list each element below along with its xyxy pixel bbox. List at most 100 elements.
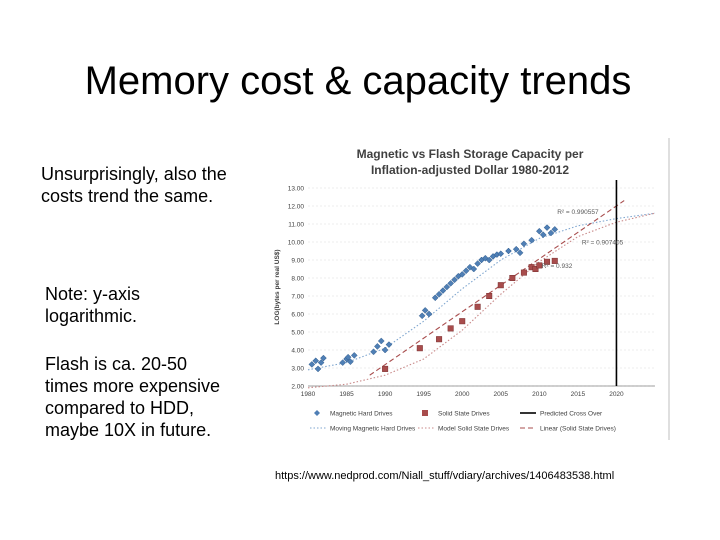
y-tick-label: 3.00	[291, 366, 304, 373]
ssd-point	[551, 257, 558, 264]
x-tick-label: 2010	[532, 391, 547, 398]
x-tick-label: 2000	[455, 391, 470, 398]
hdd-point	[421, 307, 429, 314]
trendline	[307, 212, 656, 371]
hdd-point	[381, 346, 389, 354]
hdd-point	[528, 236, 535, 244]
hdd-point	[431, 294, 439, 302]
legend-label: Magnetic Hard Drives	[330, 411, 393, 418]
hdd-point	[512, 245, 520, 253]
y-tick-label: 10.00	[288, 240, 305, 247]
legend-label: Solid State Drives	[438, 411, 490, 418]
r-squared-label: R² = 0.990557	[557, 209, 599, 216]
x-tick-labels: 1980 1985 1990 1995 2000 2005 2010 2015 2020	[301, 391, 624, 398]
ssd-point	[436, 336, 443, 343]
slide-title: Memory cost & capacity trends	[84, 59, 632, 103]
x-tick-label: 1985	[339, 391, 354, 398]
ssd-point	[532, 266, 539, 272]
hdd-point	[435, 290, 443, 298]
hdd-point	[447, 280, 455, 287]
storage-chart: Magnetic vs Flash Storage Capacity per In…	[270, 138, 670, 440]
y-tick-label: 9.00	[291, 258, 304, 265]
hdd-point	[451, 276, 458, 284]
trendline	[369, 200, 625, 376]
bullet-log-axis: Note: y-axis logarithmic.	[45, 284, 141, 326]
x-tick-label: 1995	[416, 391, 431, 398]
ssd-point	[486, 293, 493, 299]
hdd-point	[470, 265, 478, 273]
legend-label: Model Solid State Drives	[438, 426, 510, 433]
hdd-point	[551, 226, 559, 233]
bullet-flash-price: Flash is ca. 20-50 times more expensive …	[45, 354, 221, 440]
x-tick-label: 1990	[378, 391, 393, 398]
ssd-point	[497, 282, 504, 289]
hdd-point	[350, 352, 358, 359]
y-axis-label: LOG(bytes per real US$)	[274, 249, 281, 324]
chart-title-line: Magnetic vs Flash Storage Capacity per	[357, 147, 584, 161]
hdd-point	[344, 353, 352, 361]
hdd-point	[439, 287, 447, 294]
x-tick-label: 2015	[571, 391, 586, 398]
chart-background	[270, 138, 670, 440]
y-tick-labels: 13.00 12.00 11.00 10.00 9.00 8.00 7.00 6.00 5.00…	[288, 186, 305, 391]
trend-lines	[307, 200, 656, 389]
chart-svg: Magnetic vs Flash Storage Capacity per In…	[270, 138, 670, 440]
legend-marker-ssd	[422, 410, 428, 416]
hdd-point	[370, 348, 377, 356]
bullet-costs: Unsurprisingly, also the costs trend the…	[41, 164, 227, 206]
ssd-point	[544, 258, 551, 265]
hdd-point	[505, 247, 512, 255]
x-tick-label: 2020	[609, 391, 624, 398]
hdd-point	[462, 267, 470, 275]
hdd-point	[458, 271, 466, 278]
ssd-point	[416, 345, 423, 352]
hdd-point	[385, 341, 393, 348]
ssd-point	[382, 365, 389, 372]
chart-title-group: Magnetic vs Flash Storage Capacity per In…	[357, 147, 584, 177]
hdd-point	[347, 358, 354, 366]
r-squared-label: R² = 0.907405	[582, 240, 624, 247]
chart-grid	[308, 187, 655, 387]
chart-title-line: Inflation-adjusted Dollar 1980-2012	[371, 163, 569, 177]
legend-label: Moving Magnetic Hard Drives	[330, 426, 416, 433]
ssd-point	[447, 325, 454, 332]
hdd-point	[339, 359, 347, 366]
y-tick-label: 12.00	[288, 204, 305, 211]
ssd-point	[474, 303, 481, 310]
ssd-point	[459, 318, 466, 325]
hdd-point	[314, 365, 322, 373]
hdd-point	[543, 224, 551, 231]
hdd-point	[374, 343, 381, 350]
legend-label: Predicted Cross Over	[540, 411, 603, 418]
hdd-point	[308, 361, 316, 368]
y-tick-label: 5.00	[291, 330, 304, 337]
y-tick-label: 7.00	[291, 294, 304, 301]
hdd-point	[443, 283, 451, 291]
hdd-point	[320, 354, 327, 362]
y-tick-label: 2.00	[291, 384, 304, 391]
y-tick-label: 8.00	[291, 276, 304, 283]
y-tick-label: 11.00	[288, 222, 304, 229]
legend-marker-hdd	[314, 410, 320, 416]
y-tick-label: 4.00	[291, 348, 304, 355]
chart-legend: Magnetic Hard Drives Solid State Drives Pr…	[310, 410, 616, 433]
hdd-point	[516, 249, 524, 257]
ssd-point	[520, 269, 527, 276]
ssd-point	[536, 262, 543, 269]
x-tick-label: 1980	[301, 391, 316, 398]
source-link[interactable]: https://www.nedprod.com/Niall_stuff/vdia…	[275, 470, 615, 482]
data-points	[308, 224, 559, 373]
hdd-point	[547, 229, 555, 237]
hdd-point	[425, 310, 433, 318]
hdd-point	[482, 254, 489, 262]
hdd-point	[312, 357, 320, 365]
hdd-point	[497, 250, 505, 258]
hdd-point	[474, 260, 481, 267]
annotations: R² = 0.990557 R² = 0.907405 R² = 0.932	[542, 209, 624, 270]
hdd-point	[317, 359, 325, 366]
hdd-point	[539, 231, 547, 239]
ssd-point	[509, 275, 516, 281]
y-tick-label: 6.00	[291, 312, 304, 319]
legend-label: Linear (Solid State Drives)	[540, 426, 616, 433]
y-tick-label: 13.00	[288, 186, 305, 193]
